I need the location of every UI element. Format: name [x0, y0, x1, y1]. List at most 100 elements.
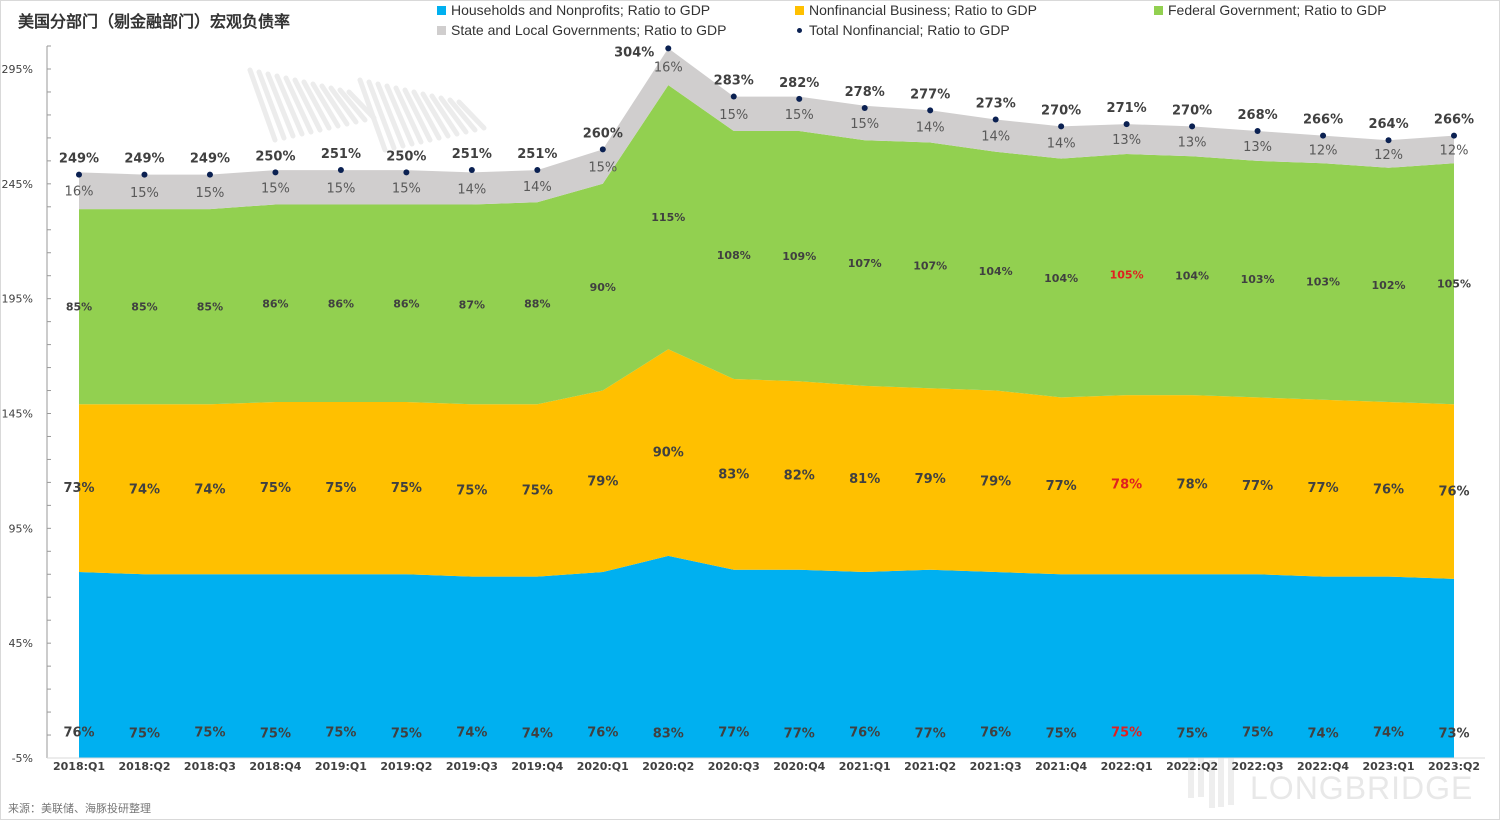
watermark-stroke [402, 87, 433, 143]
data-label-federal: 105% [1110, 269, 1144, 282]
x-tick-label: 2019:Q3 [446, 760, 498, 773]
legend-item-federal: Federal Government; Ratio to GDP [1154, 2, 1387, 18]
legend-label: Total Nonfinancial; Ratio to GDP [809, 22, 1010, 38]
data-label-federal: 115% [651, 211, 685, 224]
total-marker [992, 116, 999, 123]
y-axis: -5% 45% 95% 145% 195% 245% 295% [2, 45, 51, 765]
data-label-households: 74% [1373, 726, 1404, 741]
watermark-stroke [384, 83, 415, 147]
total-marker [1254, 128, 1261, 135]
data-label-federal: 86% [393, 297, 419, 310]
watermark-bar [1218, 755, 1224, 807]
total-label: 273% [976, 97, 1016, 112]
total-markers: 249% 249% 249% 250% 251% 250% 251% 251% 260% 304%… [59, 45, 1474, 178]
total-marker [1320, 132, 1327, 139]
area-federal [79, 85, 1454, 405]
y-tick-label: -5% [12, 752, 33, 765]
y-tick-label: 145% [2, 408, 33, 421]
total-marker [1385, 137, 1392, 144]
chart-legend: Households and Nonprofits; Ratio to GDP … [437, 2, 1497, 42]
watermark-stroke [256, 69, 287, 141]
data-label-business: 83% [718, 467, 749, 482]
total-marker [1058, 123, 1065, 130]
total-label: 249% [190, 152, 230, 167]
data-label-households: 75% [1046, 727, 1077, 742]
y-tick-label: 295% [2, 63, 33, 76]
x-tick-label: 2018:Q2 [118, 760, 170, 773]
data-label-business: 79% [915, 472, 946, 487]
watermark-graphic [247, 67, 1234, 808]
total-label: 264% [1368, 117, 1408, 132]
data-label-federal: 90% [590, 281, 616, 294]
data-label-federal: 85% [66, 301, 92, 314]
watermark-stroke [438, 95, 469, 135]
watermark-stroke [292, 77, 323, 133]
data-label-state-local: 14% [523, 180, 552, 195]
total-label: 250% [386, 149, 426, 164]
watermark-stroke [301, 79, 332, 131]
watermark-bar [1188, 740, 1194, 798]
legend-label: Households and Nonprofits; Ratio to GDP [451, 2, 711, 18]
data-label-business: 75% [522, 483, 553, 498]
total-label: 271% [1107, 101, 1147, 116]
total-marker [599, 146, 606, 153]
watermark-bar [1198, 735, 1204, 797]
total-marker [206, 171, 213, 178]
data-label-federal: 107% [913, 259, 947, 272]
x-tick-label: 2022:Q3 [1232, 760, 1284, 773]
watermark-stroke [420, 91, 451, 139]
data-label-households: 75% [194, 726, 225, 741]
total-marker [927, 107, 934, 114]
chart-title: 美国分部门（剔金融部门）宏观负债率 [18, 12, 291, 31]
total-marker [272, 169, 279, 176]
total-label: 250% [255, 149, 295, 164]
x-tick-label: 2020:Q2 [642, 760, 694, 773]
data-label-business: 78% [1177, 478, 1208, 493]
x-tick-label: 2019:Q2 [380, 760, 432, 773]
x-tick-label: 2019:Q4 [511, 760, 563, 773]
data-label-state-local: 15% [326, 181, 355, 196]
watermark-stroke [310, 81, 341, 129]
data-label-federal: 105% [1437, 278, 1471, 291]
data-label-federal: 102% [1372, 279, 1406, 292]
data-label-business: 82% [784, 469, 815, 484]
data-label-federal: 86% [328, 297, 354, 310]
data-label-households: 75% [260, 727, 291, 742]
x-tick-label: 2023:Q2 [1428, 760, 1480, 773]
data-label-state-local: 15% [850, 117, 879, 132]
data-label-state-local: 14% [916, 120, 945, 135]
data-label-state-local: 13% [1178, 135, 1207, 150]
legend-swatch-business [795, 5, 804, 15]
total-marker [1451, 132, 1457, 139]
legend-label: Nonfinancial Business; Ratio to GDP [809, 2, 1037, 18]
watermark-stroke [274, 73, 305, 137]
data-label-business: 73% [63, 481, 94, 496]
data-label-business: 76% [1373, 482, 1404, 497]
data-label-households: 76% [587, 726, 618, 741]
data-label-federal: 87% [459, 298, 485, 311]
x-tick-label: 2021:Q3 [970, 760, 1022, 773]
data-label-households: 75% [129, 727, 160, 742]
watermark-stroke [328, 85, 359, 125]
y-tick-label: 95% [9, 522, 33, 535]
legend-swatch-households [437, 5, 446, 15]
watermark-stroke [337, 87, 368, 123]
total-label: 260% [583, 126, 623, 141]
x-tick-label: 2018:Q4 [249, 760, 301, 773]
data-label-households: 75% [325, 726, 356, 741]
total-marker [337, 167, 344, 174]
data-label-federal: 85% [197, 301, 223, 314]
x-tick-label: 2020:Q1 [577, 760, 629, 773]
legend-swatch-state-local [437, 25, 446, 35]
data-label-federal: 85% [131, 301, 157, 314]
data-label-business: 81% [849, 472, 880, 487]
data-label-households: 76% [980, 726, 1011, 741]
x-tick-label: 2022:Q2 [1166, 760, 1218, 773]
watermark-stroke [357, 77, 388, 153]
total-label: 251% [452, 147, 492, 162]
total-label: 277% [910, 87, 950, 102]
total-label: 283% [714, 74, 754, 89]
total-label: 278% [845, 85, 885, 100]
legend-swatch-federal [1154, 5, 1163, 15]
data-label-households: 73% [1438, 727, 1469, 742]
